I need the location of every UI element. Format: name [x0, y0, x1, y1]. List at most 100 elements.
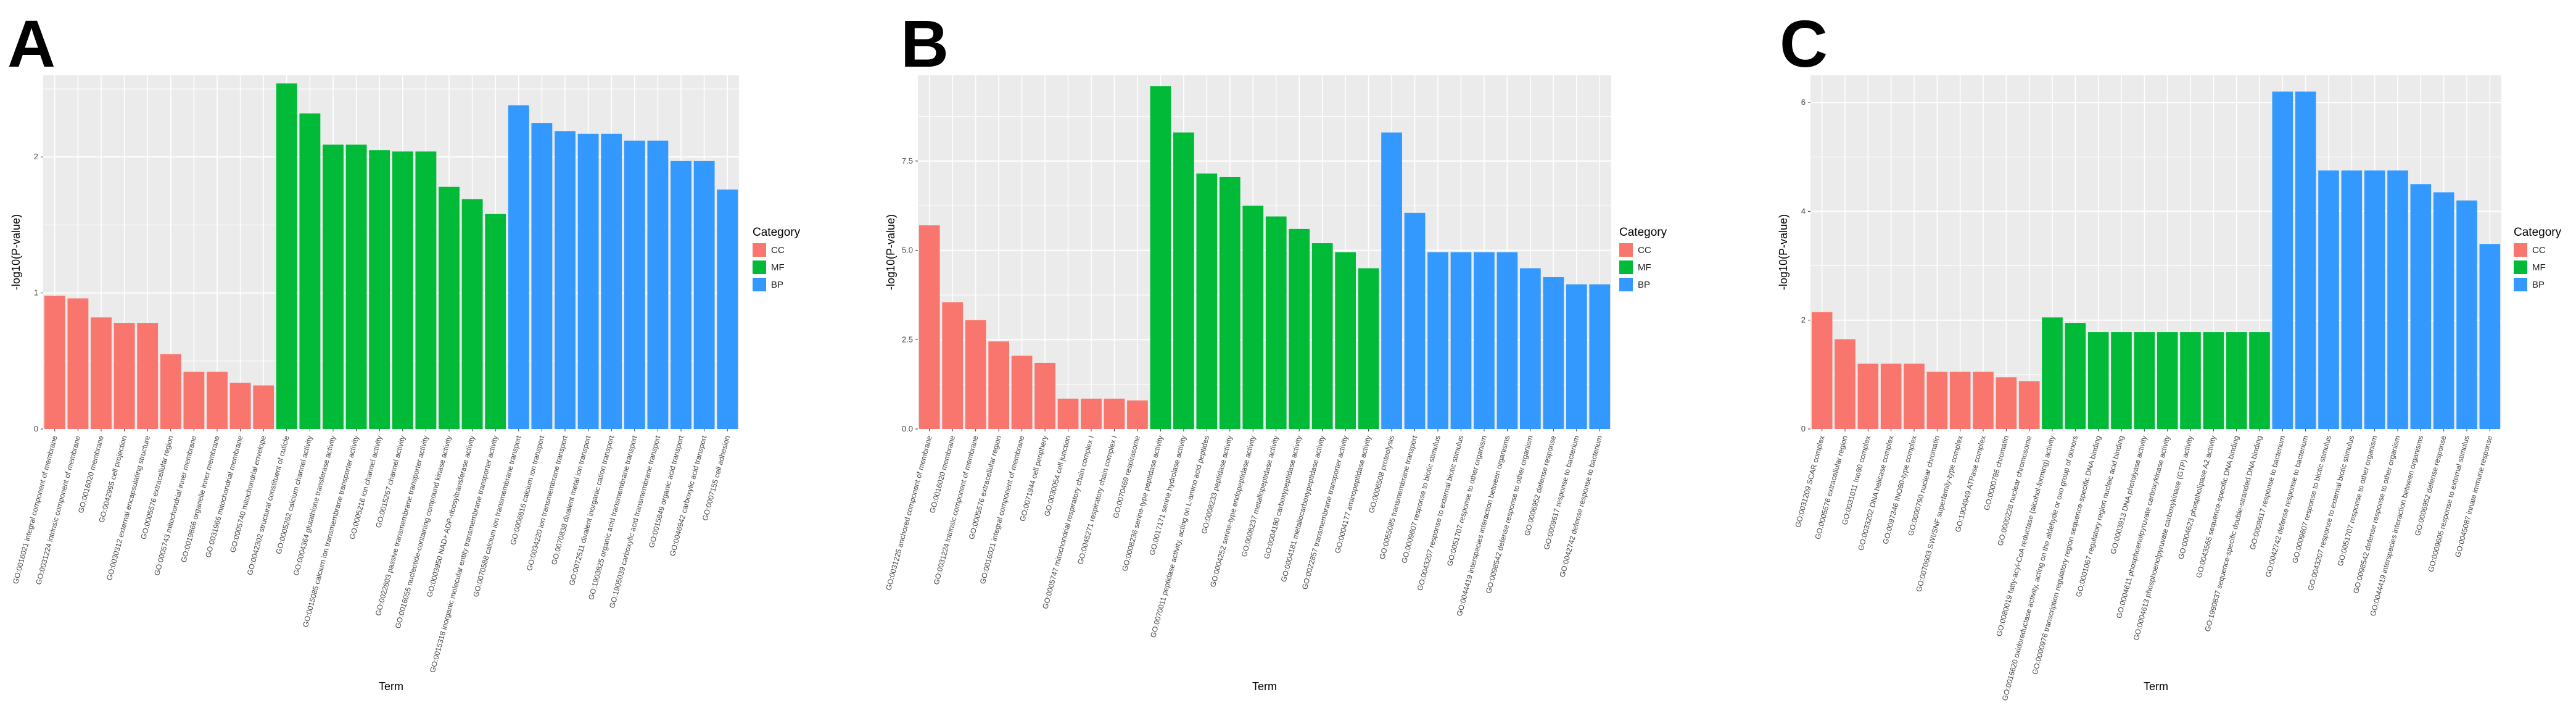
legend: Category CC MF BP [753, 226, 801, 291]
bar-cc [1996, 377, 2017, 429]
x-tick-label: GO:0003950 NAD+ ADP-ribosyltransferase a… [425, 435, 477, 598]
panel-a: A 0 1 2 GO:0016021 integral component of mem… [7, 6, 801, 693]
bar-mf [485, 214, 506, 429]
y-axis-title: -log10(P-value) [10, 214, 22, 290]
x-tick-label: GO:0009605 response to external stimulus [2426, 435, 2471, 573]
plot-background [1810, 75, 2501, 429]
bar-cc [919, 225, 940, 429]
panel-letter: A [7, 6, 56, 81]
x-tick-label: GO:0022857 transmembrane transporter act… [1300, 435, 1350, 590]
bar-bp [508, 105, 529, 429]
bar-cc [1811, 312, 1833, 429]
legend-label-bp: BP [2532, 280, 2545, 290]
x-tick-label: GO:0004181 metallocarboxypeptidase activ… [1279, 435, 1327, 583]
bar-bp [1566, 284, 1587, 429]
x-tick-label: GO:0042302 structural constituent of cut… [246, 435, 291, 576]
plot-background [918, 75, 1611, 429]
legend-title: Category [753, 226, 801, 239]
bar-mf [461, 199, 483, 429]
bar-bp [1427, 252, 1448, 429]
legend-label-bp: BP [1638, 280, 1650, 290]
bar-mf [2249, 332, 2270, 429]
x-tick-label: GO:0043207 response to external biotic s… [1416, 435, 1466, 591]
bar-cc [1857, 364, 1879, 429]
bar-bp [2410, 184, 2432, 429]
bar-cc [253, 385, 275, 429]
bar-bp [577, 133, 599, 429]
x-tick-label: GO:0070588 calcium ion transmembrane tra… [471, 435, 523, 598]
bar-mf [1335, 252, 1356, 429]
legend-label-cc: CC [2532, 245, 2546, 256]
bar-bp [1520, 268, 1541, 429]
x-tick-label: GO:0006508 proteolysis [1367, 435, 1396, 514]
bar-mf [369, 150, 390, 429]
y-tick-label: 0.0 [902, 424, 913, 433]
bar-bp [1496, 252, 1518, 429]
bar-cc [114, 323, 135, 429]
bar-bp [2341, 170, 2363, 429]
bar-cc [1127, 400, 1148, 429]
y-axis-title: -log10(P-value) [1777, 214, 1790, 290]
bar-mf [345, 144, 367, 429]
legend-swatch-mf [2514, 260, 2527, 274]
bar-mf [2157, 332, 2178, 429]
x-axis-title: Term [379, 680, 403, 693]
bar-cc [1926, 372, 1948, 429]
y-tick-label: 0 [1801, 424, 1806, 433]
bar-cc [2018, 381, 2040, 429]
plot-background [43, 75, 739, 429]
bar-bp [555, 131, 576, 429]
bar-bp [2272, 91, 2293, 429]
y-tick-label: 2.5 [902, 335, 913, 344]
bar-bp [1474, 252, 1495, 429]
bar-mf [439, 186, 460, 429]
legend-label-mf: MF [771, 262, 785, 273]
bar-cc [91, 317, 112, 429]
bar-mf [2203, 332, 2224, 429]
y-tick-label: 0 [34, 424, 38, 433]
legend: Category CC MF BP [2514, 226, 2562, 291]
bar-cc [1904, 364, 1925, 429]
x-tick-label: GO:0031224 intrinsic component of membra… [34, 435, 82, 586]
legend: Category CC MF BP [1619, 226, 1667, 291]
bar-bp [671, 160, 691, 429]
bar-mf [2065, 323, 2086, 429]
bar-mf [1289, 228, 1310, 429]
bar-mf [299, 113, 321, 429]
bar-bp [2479, 244, 2501, 429]
bar-cc [137, 323, 159, 429]
x-axis-title: Term [2144, 680, 2168, 693]
bar-mf [1196, 173, 1218, 429]
legend-label-mf: MF [1638, 262, 1651, 273]
legend-swatch-mf [1619, 260, 1633, 274]
bar-mf [392, 151, 413, 429]
x-tick-label: GO:0016021 integral component of membran… [11, 435, 59, 585]
x-tick-label: GO:0016020 membrane [76, 435, 105, 514]
bar-cc [44, 296, 65, 429]
bar-mf [323, 144, 344, 429]
bar-bp [2364, 170, 2385, 429]
bar-mf [1358, 268, 1379, 429]
legend-label-cc: CC [1638, 245, 1651, 256]
x-axis-title: Term [1252, 680, 1277, 693]
bar-mf [2042, 317, 2063, 429]
bar-cc [1011, 356, 1033, 429]
bar-mf [415, 151, 437, 429]
bar-mf [2134, 332, 2155, 429]
bar-bp [693, 160, 715, 429]
x-tick-label: GO:0034220 ion transmembrane transport [525, 435, 569, 572]
bar-cc [942, 302, 964, 429]
bar-cc [207, 372, 228, 429]
x-tick-label: GO:0042742 defense response to bacterium [2264, 435, 2310, 578]
bar-bp [1381, 132, 1402, 429]
bar-mf [1150, 86, 1171, 429]
bar-mf [2111, 332, 2132, 429]
bar-mf [276, 83, 297, 429]
bar-cc [183, 372, 205, 429]
panel-b: B 0.0 2.5 5.0 7.5 GO:0031225 anchored compone… [884, 6, 1667, 693]
x-tick-label: GO:0008236 serine-type peptidase activit… [1120, 435, 1165, 572]
y-tick-label: 7.5 [902, 156, 913, 165]
legend-swatch-bp [753, 278, 766, 291]
bar-cc [965, 320, 986, 429]
